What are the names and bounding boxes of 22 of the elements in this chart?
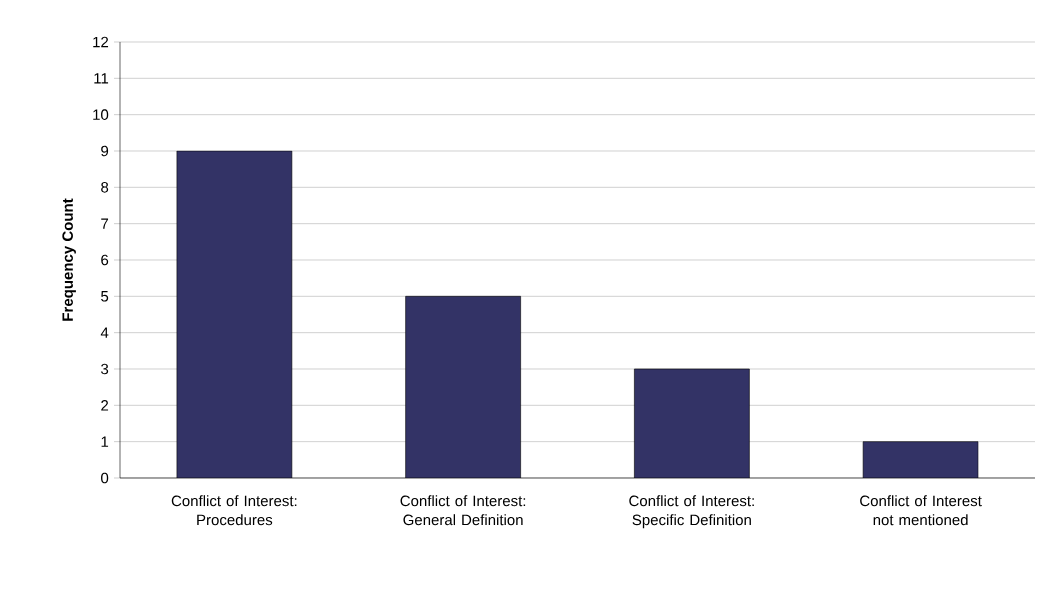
y-tick-label: 7 — [101, 218, 109, 229]
y-tick-label: 3 — [101, 363, 109, 375]
y-tick-label: 8 — [101, 182, 109, 193]
bar — [862, 441, 979, 478]
y-tick-label: 5 — [101, 291, 109, 302]
bar — [176, 150, 292, 478]
y-axis-title: Frequency Count — [62, 198, 76, 321]
x-tick-label: Conflict of Interest: Procedures — [171, 495, 297, 526]
bar — [634, 368, 750, 478]
y-tick-label: 2 — [101, 400, 109, 411]
y-tick-label: 1 — [101, 436, 109, 447]
y-tick-label: 12 — [93, 36, 109, 48]
x-tick-label: Conflict of Interest: Specific Definition — [629, 495, 754, 529]
x-tick-label: Conflict of Interest not mentioned — [860, 495, 982, 526]
y-tick-label: 6 — [101, 254, 109, 266]
bar — [405, 296, 521, 478]
y-tick-label: 9 — [101, 145, 109, 157]
y-tick-label: 4 — [100, 327, 109, 338]
y-tick-label: 0 — [101, 472, 109, 484]
x-tick-label: Conflict of Interest: General Definition — [400, 495, 526, 526]
y-tick-label: 10 — [93, 109, 109, 120]
y-tick-label: 11 — [94, 73, 109, 84]
